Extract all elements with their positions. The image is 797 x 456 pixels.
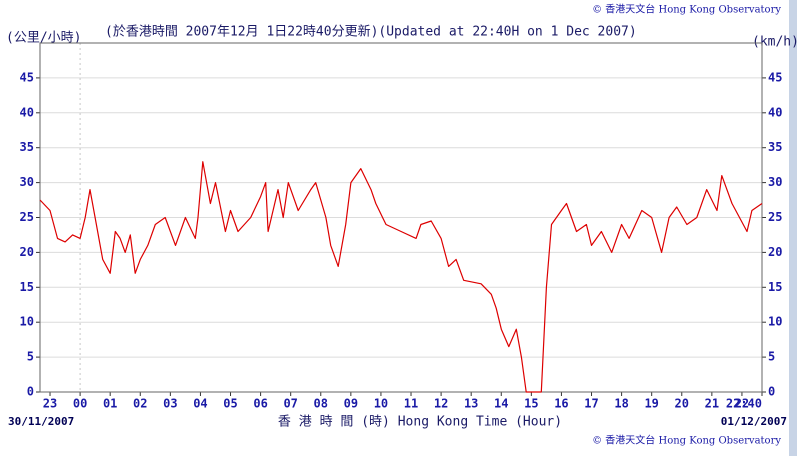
wind-speed-line: [39, 161, 763, 393]
x-tick-label: 04: [193, 397, 207, 411]
y-tick-label: 30: [768, 175, 782, 189]
credit: © 香港天文台 Hong Kong Observatory: [592, 3, 781, 16]
frame-edge: [789, 0, 797, 456]
y-tick-label: 20: [768, 245, 782, 259]
y-tick-label: 40: [768, 105, 782, 119]
x-tick-label: 13: [464, 397, 478, 411]
y-tick-label: 35: [20, 140, 34, 154]
chart-title: (於香港時間 2007年12月 1日22時40分更新)(Updated at 2…: [105, 24, 637, 40]
x-tick-label: 18: [614, 397, 628, 411]
x-tick-label: 11: [404, 397, 418, 411]
y-tick-label: 0: [768, 385, 775, 399]
y-tick-label: 40: [20, 105, 34, 119]
y-tick-label: 15: [20, 280, 34, 294]
x-tick-label: 03: [163, 397, 177, 411]
y-tick-label: 5: [768, 350, 775, 364]
x-tick-label: 10: [374, 397, 388, 411]
y-tick-label: 5: [27, 350, 34, 364]
y-tick-label: 45: [20, 70, 34, 84]
y-tick-label: 10: [768, 315, 782, 329]
x-tick-label: 15: [524, 397, 538, 411]
credit: © 香港天文台 Hong Kong Observatory: [592, 434, 781, 447]
y-tick-label: 10: [20, 315, 34, 329]
x-tick-label: 16: [554, 397, 568, 411]
x-tick-label: 14: [494, 397, 508, 411]
x-tick-label: 09: [344, 397, 358, 411]
y-tick-label: 45: [768, 70, 782, 84]
y-tick-label: 15: [768, 280, 782, 294]
x-tick-label: 23: [43, 397, 57, 411]
y-tick-label: 35: [768, 140, 782, 154]
x-tick-label: 07: [283, 397, 297, 411]
y-tick-label: 30: [20, 175, 34, 189]
x-tick-label: 22:40: [726, 397, 762, 411]
x-tick-label: 19: [644, 397, 658, 411]
x-tick-label: 02: [133, 397, 147, 411]
y-tick-label: 25: [20, 210, 34, 224]
x-axis-label: 香 港 時 間 (時) Hong Kong Time (Hour): [278, 415, 562, 430]
y-tick-label: 25: [768, 210, 782, 224]
y-tick-label: 20: [20, 245, 34, 259]
start-date: 30/11/2007: [8, 415, 74, 428]
x-tick-label: 17: [584, 397, 598, 411]
plot-frame: [39, 42, 763, 393]
end-date: 01/12/2007: [721, 415, 787, 428]
x-tick-label: 22: [735, 397, 749, 411]
x-tick-label: 06: [253, 397, 267, 411]
x-tick-label: 05: [223, 397, 237, 411]
y-axis-label-right: (km/h): [752, 35, 797, 50]
x-tick-label: 01: [103, 397, 117, 411]
x-tick-label: 00: [73, 397, 87, 411]
y-tick-label: 0: [27, 385, 34, 399]
x-tick-label: 12: [434, 397, 448, 411]
x-tick-label: 20: [675, 397, 689, 411]
y-axis-label-left: (公里/小時): [6, 31, 81, 46]
x-tick-label: 21: [705, 397, 719, 411]
x-tick-label: 08: [314, 397, 328, 411]
